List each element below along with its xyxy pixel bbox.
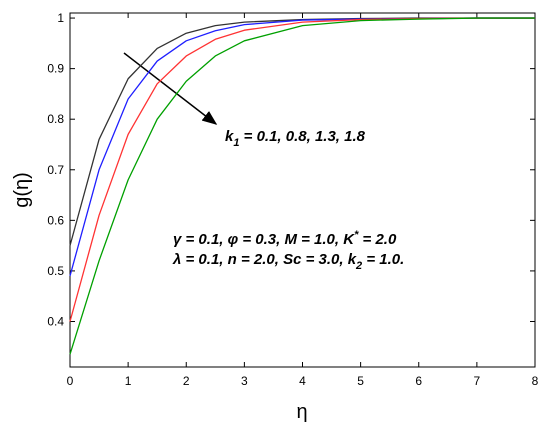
y-tick-label: 0.6 xyxy=(47,213,64,227)
x-tick-label: 1 xyxy=(125,374,132,388)
arrow xyxy=(123,52,218,125)
annotation-part: = 1.0. xyxy=(362,251,404,268)
y-tick-label: 0.8 xyxy=(47,112,64,126)
annotation: γ = 0.1, φ = 0.3, M = 1.0, K* = 2.0 xyxy=(173,229,397,248)
x-tick-label: 6 xyxy=(415,374,422,388)
x-tick-label: 7 xyxy=(474,374,481,388)
x-axis-label: η xyxy=(296,401,307,423)
annotation-part: = 2.0 xyxy=(358,231,397,248)
x-tick-label: 0 xyxy=(67,374,74,388)
y-tick-label: 1 xyxy=(57,11,64,25)
annotation: λ = 0.1, n = 2.0, Sc = 3.0, k2 = 1.0. xyxy=(172,251,404,272)
y-axis-label: g(η) xyxy=(11,172,33,208)
data-line xyxy=(69,17,535,322)
x-tick-label: 2 xyxy=(183,374,190,388)
data-line xyxy=(69,17,535,355)
annotation-part: γ = 0.1, φ = 0.3, M = 1.0, K xyxy=(173,231,355,248)
annotation-part: 1 xyxy=(233,137,239,149)
y-tick-label: 0.5 xyxy=(47,264,64,278)
annotation-part: = 0.1, 0.8, 1.3, 1.8 xyxy=(239,128,365,145)
x-tick-label: 3 xyxy=(241,374,248,388)
y-tick-label: 0.7 xyxy=(47,163,64,177)
annotation-part: 2 xyxy=(355,260,362,272)
annotation: k1 = 0.1, 0.8, 1.3, 1.8 xyxy=(225,128,366,149)
y-tick-label: 0.4 xyxy=(47,314,64,328)
x-tick-label: 8 xyxy=(532,374,539,388)
annotation-part: λ = 0.1, n = 2.0, Sc = 3.0, k xyxy=(172,251,357,268)
annotation-part: k xyxy=(225,128,234,145)
y-tick-label: 0.9 xyxy=(47,62,64,76)
x-tick-label: 5 xyxy=(357,374,364,388)
x-tick-label: 4 xyxy=(299,374,306,388)
annotation-part: * xyxy=(354,229,359,241)
